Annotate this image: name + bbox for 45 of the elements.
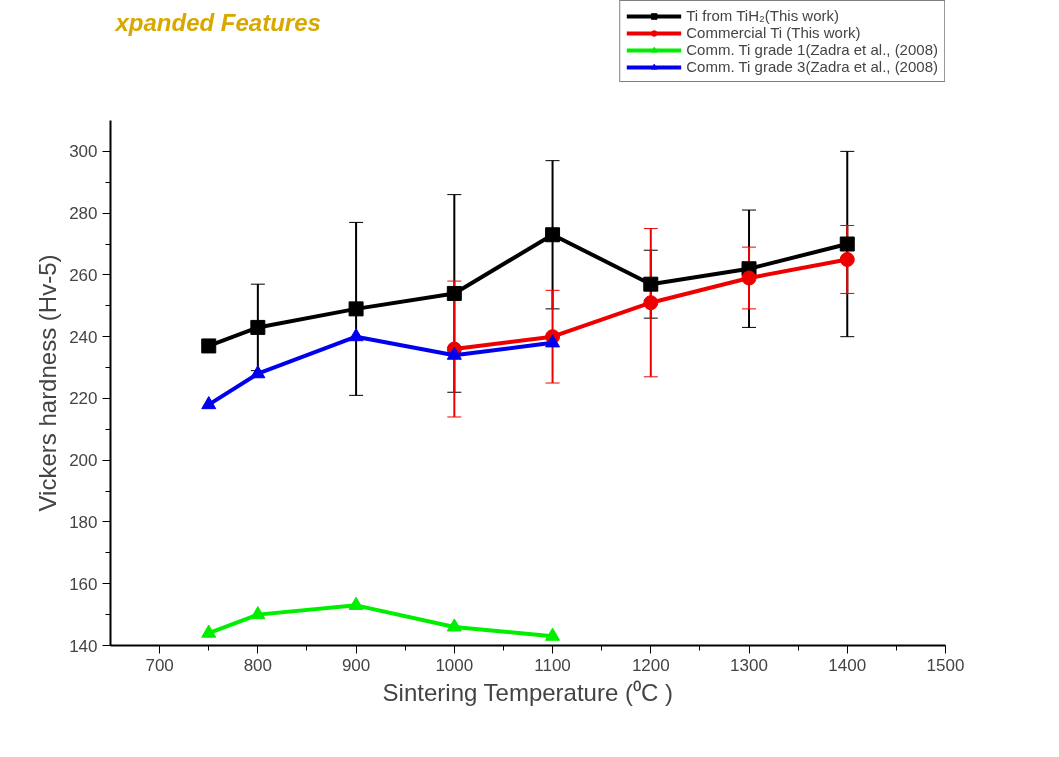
x-tick-label: 1200 <box>631 655 670 675</box>
point <box>545 227 561 243</box>
legend-label: Ti from TiH₂(This work) <box>686 7 839 24</box>
y-tick-label: 220 <box>69 389 98 409</box>
point <box>348 328 364 342</box>
point <box>446 346 462 360</box>
x-tick-label: 1000 <box>435 655 474 675</box>
y-tick-label: 260 <box>69 265 98 285</box>
x-tick-label: 700 <box>145 655 174 675</box>
y-tick-label: 160 <box>69 574 98 594</box>
point <box>348 301 364 317</box>
point <box>201 396 217 410</box>
point <box>741 270 757 286</box>
point <box>250 319 266 335</box>
point <box>250 606 266 620</box>
x-axis-title: Sintering Temperature (⁰C ) <box>382 678 673 706</box>
point <box>250 365 266 379</box>
x-tick-label: 900 <box>341 655 371 675</box>
point <box>545 334 561 348</box>
point <box>839 236 855 252</box>
legend-label: Comm. Ti grade 1(Zadra et al., (2008) <box>686 41 938 58</box>
y-tick-label: 180 <box>69 512 98 532</box>
point <box>643 276 659 292</box>
x-tick-label: 1400 <box>828 655 867 675</box>
y-tick-label: 140 <box>69 636 98 656</box>
x-tick-label: 1500 <box>926 655 965 675</box>
point <box>201 338 217 354</box>
point <box>446 618 462 632</box>
y-tick-label: 200 <box>69 451 98 471</box>
x-tick-label: 800 <box>243 655 273 675</box>
y-tick-label: 300 <box>69 142 98 162</box>
point <box>348 596 364 610</box>
point <box>201 624 217 638</box>
x-tick-label: 1300 <box>730 655 768 675</box>
x-tick-label: 1100 <box>534 655 571 675</box>
point <box>643 295 659 311</box>
text: xpanded Features <box>113 8 321 36</box>
point <box>839 251 855 267</box>
y-tick-label: 240 <box>69 327 98 347</box>
point <box>545 627 561 641</box>
legend-label: Commercial Ti (This work) <box>686 24 861 41</box>
point <box>446 285 462 301</box>
y-tick-label: 280 <box>69 204 98 224</box>
y-axis-title: Vickers hardness (Hv-5) <box>34 254 62 512</box>
legend-label: Comm. Ti grade 3(Zadra et al., (2008) <box>686 58 938 75</box>
